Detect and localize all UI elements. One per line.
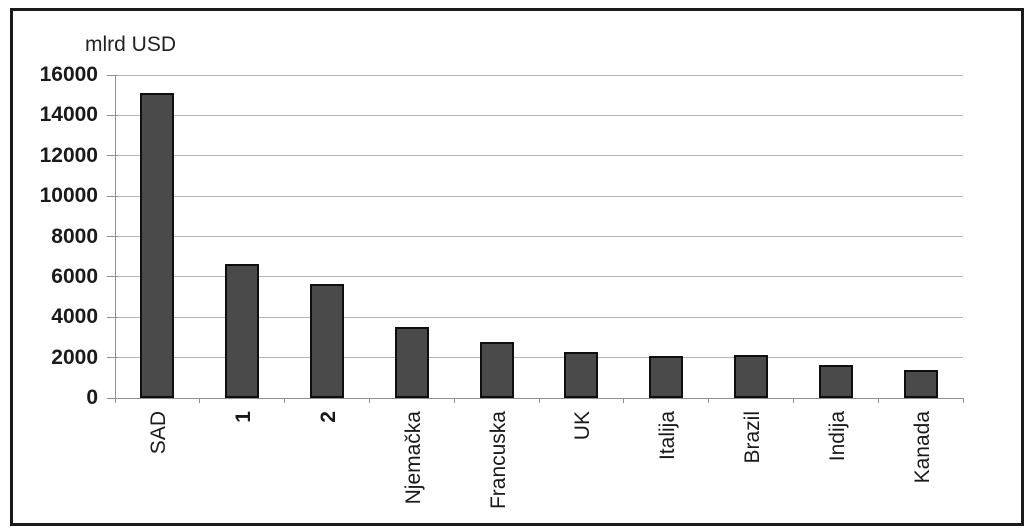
bar-1 bbox=[225, 263, 260, 398]
x-axis-tick bbox=[114, 398, 116, 403]
bar-SAD bbox=[140, 93, 175, 398]
x-axis-tick bbox=[877, 398, 879, 403]
y-tick-label: 12000 bbox=[39, 143, 98, 167]
bar-2 bbox=[310, 283, 344, 398]
bar-Indija bbox=[818, 364, 853, 398]
y-axis-unit-label: mlrd USD bbox=[85, 33, 177, 56]
y-axis-line bbox=[114, 75, 116, 398]
y-tick-label: 14000 bbox=[39, 103, 98, 127]
x-category-label: Francuska bbox=[486, 411, 510, 510]
gridline bbox=[115, 316, 963, 318]
y-tick-label: 0 bbox=[86, 386, 98, 409]
x-category-label: UK bbox=[571, 411, 595, 441]
x-axis-tick bbox=[368, 398, 370, 403]
y-tick-label: 2000 bbox=[51, 345, 98, 369]
y-tick-label: 6000 bbox=[51, 264, 98, 288]
figure-border bbox=[10, 8, 1024, 526]
x-category-label: 1 bbox=[232, 411, 256, 423]
y-tick-label: 8000 bbox=[51, 224, 98, 248]
gridline bbox=[115, 155, 963, 157]
bar-UK bbox=[564, 351, 599, 398]
x-axis-tick bbox=[453, 398, 455, 403]
gridline bbox=[115, 195, 963, 197]
y-axis-tick bbox=[107, 155, 118, 157]
y-axis-tick bbox=[107, 195, 118, 197]
x-category-label: Indija bbox=[825, 411, 849, 462]
y-axis-tick bbox=[107, 114, 118, 116]
bar-Brazil bbox=[734, 354, 768, 398]
gridline bbox=[115, 276, 963, 278]
bar-Kanada bbox=[903, 369, 938, 398]
y-axis-tick bbox=[107, 236, 118, 237]
y-axis-tick bbox=[107, 276, 118, 278]
x-axis-tick bbox=[284, 398, 286, 403]
x-category-label: 2 bbox=[317, 411, 340, 423]
y-axis-tick bbox=[107, 357, 118, 359]
gridline bbox=[115, 236, 963, 237]
x-axis-tick bbox=[708, 398, 710, 403]
y-tick-label: 16000 bbox=[39, 63, 98, 86]
x-axis-tick bbox=[538, 398, 540, 403]
bar-Italija bbox=[649, 355, 684, 398]
x-category-label: Njemačka bbox=[401, 411, 425, 505]
bar-Francuska bbox=[479, 342, 514, 398]
y-axis-tick bbox=[107, 397, 118, 399]
x-axis-tick bbox=[199, 398, 201, 403]
gridline bbox=[115, 74, 963, 76]
gridline bbox=[115, 114, 963, 116]
gridline bbox=[115, 357, 963, 359]
bar-Njemačka bbox=[394, 327, 429, 398]
x-axis-tick bbox=[792, 398, 794, 403]
x-category-label: Kanada bbox=[910, 411, 934, 484]
x-axis-tick bbox=[623, 398, 625, 403]
y-tick-label: 10000 bbox=[39, 184, 98, 208]
x-axis-tick bbox=[962, 398, 964, 403]
y-axis-tick bbox=[107, 74, 118, 76]
x-category-label: Italija bbox=[656, 411, 680, 461]
x-category-label: Brazil bbox=[741, 411, 764, 464]
y-tick-label: 4000 bbox=[51, 305, 98, 329]
x-category-label: SAD bbox=[147, 411, 171, 455]
y-axis-tick bbox=[107, 316, 118, 318]
